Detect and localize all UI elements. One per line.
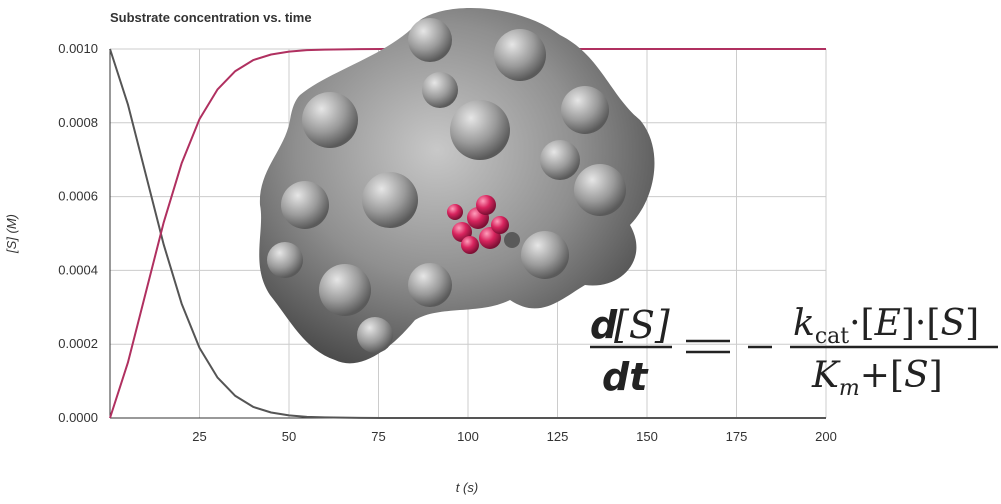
equation-dt-denominator: dt	[602, 355, 649, 399]
y-tick-label: 0.0006	[58, 189, 98, 204]
x-tick-label: 50	[282, 429, 296, 444]
x-tick-label: 75	[371, 429, 385, 444]
x-tick-label: 175	[726, 429, 748, 444]
chart-title: Substrate concentration vs. time	[110, 10, 312, 25]
x-tick-label: 200	[815, 429, 837, 444]
axes: 0.0000 0.0002 0.0004 0.0006 0.0008 0.0010 25 50…	[4, 41, 837, 495]
y-tick-label: 0.0002	[58, 336, 98, 351]
protein-surface-image	[259, 8, 655, 364]
equation-rhs-numerator: kcat·[E]·[S]	[793, 303, 979, 349]
equation-s-numerator: [S]	[614, 303, 670, 347]
rate-equation: d [S] dt kcat·[E]·[S] Km+[S]	[590, 303, 998, 401]
equation-rhs-denominator: Km+[S]	[811, 355, 943, 401]
y-tick-label: 0.0004	[58, 262, 98, 277]
y-axis-label: [S] (M)	[4, 214, 19, 254]
x-tick-label: 25	[192, 429, 206, 444]
y-tick-label: 0.0010	[58, 41, 98, 56]
y-tick-label: 0.0008	[58, 115, 98, 130]
y-tick-label: 0.0000	[58, 410, 98, 425]
x-tick-label: 150	[636, 429, 658, 444]
x-axis-label: t (s)	[456, 480, 478, 495]
x-tick-label: 100	[457, 429, 479, 444]
equation-d-numerator: d	[590, 303, 618, 347]
x-tick-label: 125	[547, 429, 569, 444]
